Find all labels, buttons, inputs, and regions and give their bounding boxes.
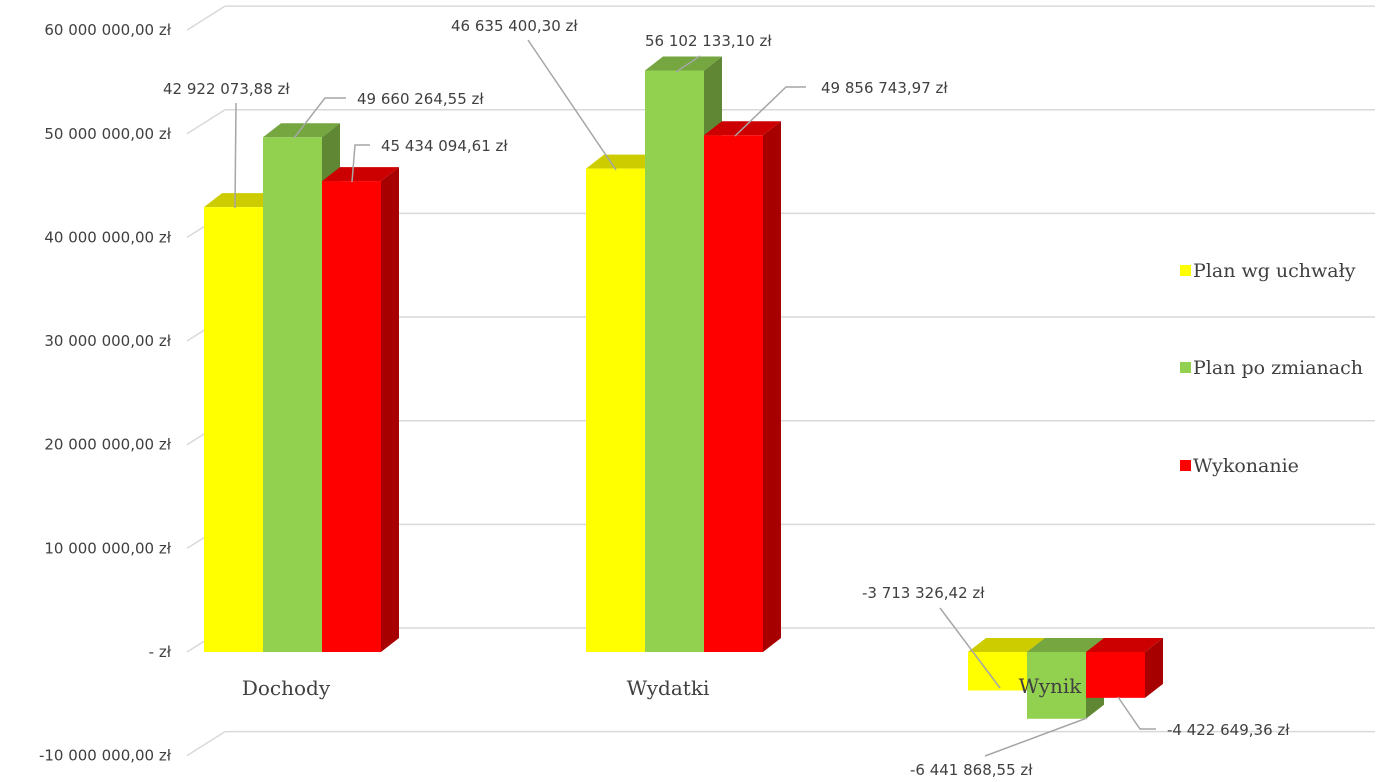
bar-top — [1027, 638, 1104, 652]
legend-swatch — [1180, 265, 1191, 276]
data-labels: 42 922 073,88 zł 49 660 264,55 zł 45 434 0… — [163, 17, 1290, 779]
bar-side — [1145, 638, 1163, 698]
bars — [204, 56, 1163, 719]
bar-top — [263, 123, 340, 138]
gridline-diag — [186, 5, 226, 31]
bar-front — [586, 168, 645, 652]
leader-line — [675, 55, 701, 73]
bar — [1086, 638, 1163, 698]
leader-line — [527, 39, 617, 171]
legend-item: Plan wg uchwały — [1180, 260, 1356, 282]
legend-swatch — [1180, 460, 1191, 471]
data-label: -6 441 868,55 zł — [910, 761, 1033, 779]
y-tick-label: 10 000 000,00 zł — [44, 539, 171, 557]
bar-front — [1027, 652, 1086, 719]
data-label: 49 856 743,97 zł — [821, 79, 948, 97]
data-label: 49 660 264,55 zł — [357, 90, 484, 108]
bar-top — [204, 193, 281, 208]
bar-top — [645, 56, 722, 71]
data-label: 56 102 133,10 zł — [645, 32, 772, 50]
bar-top — [586, 154, 663, 169]
y-tick-label: 50 000 000,00 zł — [44, 125, 171, 143]
bar-front — [1086, 652, 1145, 698]
bar — [1027, 638, 1104, 719]
leader-line — [234, 102, 237, 209]
legend-swatch — [1180, 362, 1191, 373]
bar-front — [322, 181, 381, 652]
bar — [704, 121, 781, 652]
data-label: -4 422 649,36 zł — [1167, 721, 1290, 739]
leader-line — [1117, 696, 1156, 730]
y-tick-label: -10 000 000,00 zł — [39, 747, 172, 765]
bar-front — [204, 207, 263, 652]
legend-item: Wykonanie — [1180, 455, 1299, 477]
y-tick-label: 30 000 000,00 zł — [44, 332, 171, 350]
bar-top — [322, 167, 399, 182]
bar-top — [968, 638, 1045, 652]
legend-item: Plan po zmianach — [1180, 357, 1363, 379]
y-tick-label: 60 000 000,00 zł — [44, 21, 171, 39]
data-label: 45 434 094,61 zł — [381, 137, 508, 155]
data-label-leaders — [234, 39, 1156, 757]
leader-line — [939, 607, 1001, 689]
legend-label: Plan wg uchwały — [1193, 260, 1356, 282]
category-label: Dochody — [242, 676, 331, 700]
legend-label: Plan po zmianach — [1193, 357, 1363, 379]
bar — [322, 167, 399, 652]
bar-front — [645, 70, 704, 652]
leader-line — [734, 86, 806, 137]
leader-line — [984, 717, 1088, 757]
leader-line — [293, 97, 346, 139]
category-label: Wydatki — [627, 676, 710, 700]
bar-front — [704, 135, 763, 652]
y-tick-label: - zł — [149, 643, 172, 661]
gridline-diag — [186, 731, 226, 757]
data-label: 46 635 400,30 zł — [451, 17, 578, 35]
category-labels: Dochody Wydatki Wynik — [242, 674, 1082, 700]
y-axis-tick-labels: 60 000 000,00 zł 50 000 000,00 zł 40 000 0… — [39, 21, 172, 765]
data-label: 42 922 073,88 zł — [163, 80, 290, 98]
gridline-diag — [186, 109, 226, 135]
bar-side — [381, 167, 399, 652]
bar-front — [263, 137, 322, 652]
y-tick-label: 40 000 000,00 zł — [44, 228, 171, 246]
category-label: Wynik — [1019, 674, 1083, 698]
bar-side — [763, 121, 781, 652]
data-label: -3 713 326,42 zł — [862, 584, 985, 602]
legend: Plan wg uchwały Plan po zmianach Wykonanie — [1180, 260, 1363, 477]
y-tick-label: 20 000 000,00 zł — [44, 436, 171, 454]
leader-line — [351, 144, 370, 183]
legend-label: Wykonanie — [1193, 455, 1299, 477]
bar-top — [1086, 638, 1163, 652]
